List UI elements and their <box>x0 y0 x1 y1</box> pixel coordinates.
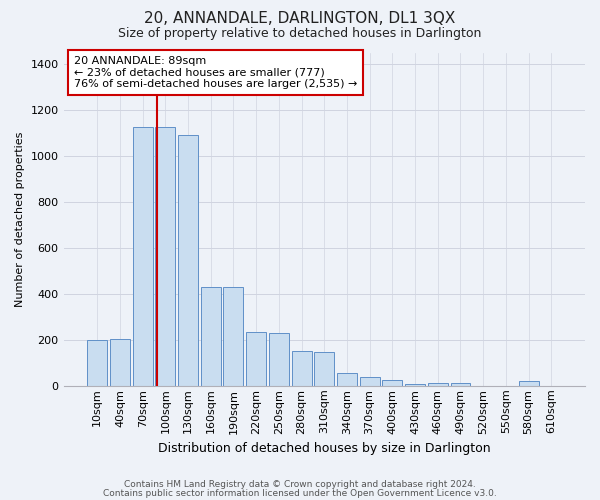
Text: 20, ANNANDALE, DARLINGTON, DL1 3QX: 20, ANNANDALE, DARLINGTON, DL1 3QX <box>145 11 455 26</box>
Y-axis label: Number of detached properties: Number of detached properties <box>15 132 25 307</box>
Bar <box>359 377 380 386</box>
Text: Contains public sector information licensed under the Open Government Licence v3: Contains public sector information licen… <box>103 488 497 498</box>
Bar <box>246 332 266 386</box>
Text: Contains HM Land Registry data © Crown copyright and database right 2024.: Contains HM Land Registry data © Crown c… <box>124 480 476 489</box>
Bar <box>133 127 152 386</box>
Bar <box>451 382 470 386</box>
Bar <box>87 340 107 386</box>
X-axis label: Distribution of detached houses by size in Darlington: Distribution of detached houses by size … <box>158 442 491 455</box>
Bar <box>382 380 403 386</box>
Text: Size of property relative to detached houses in Darlington: Size of property relative to detached ho… <box>118 28 482 40</box>
Bar <box>178 136 198 386</box>
Bar <box>518 382 539 386</box>
Bar <box>337 372 357 386</box>
Bar <box>269 332 289 386</box>
Text: 20 ANNANDALE: 89sqm
← 23% of detached houses are smaller (777)
76% of semi-detac: 20 ANNANDALE: 89sqm ← 23% of detached ho… <box>74 56 358 89</box>
Bar <box>428 382 448 386</box>
Bar <box>405 384 425 386</box>
Bar <box>155 127 175 386</box>
Bar <box>223 287 244 386</box>
Bar <box>314 352 334 386</box>
Bar <box>201 286 221 386</box>
Bar <box>292 352 311 386</box>
Bar <box>110 339 130 386</box>
